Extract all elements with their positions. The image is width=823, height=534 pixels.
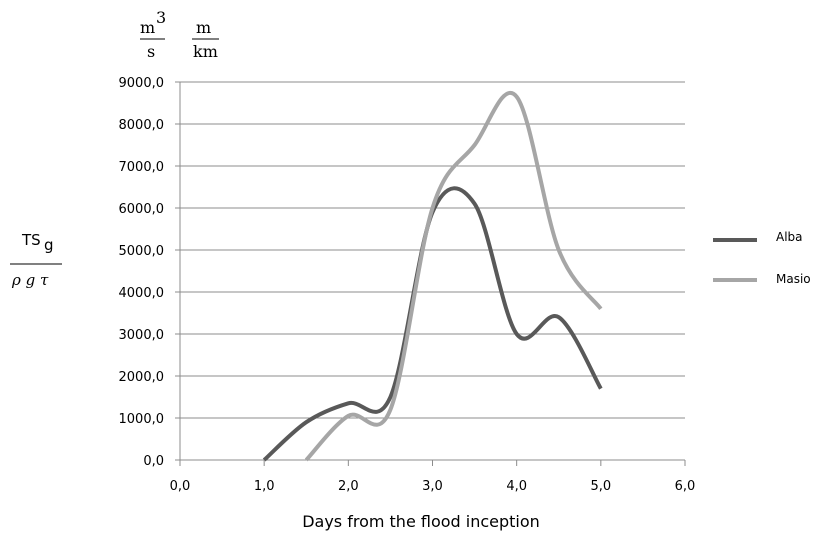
x-axis-title: Days from the flood inception [302,512,540,531]
grid-lines [180,81,685,419]
legend-label-masio: Masio [776,272,811,286]
axes [175,81,686,466]
y-tick-label: 8000,0 [119,118,165,133]
y-tick-label: 5000,0 [119,244,165,259]
y-axis-title: TS g ρ g τ [10,231,62,289]
y-tick-label: 2000,0 [119,370,165,385]
y-tick-label: 7000,0 [119,160,165,175]
y-tick-label: 1000,0 [119,412,165,427]
x-tick-label: 6,0 [675,479,696,494]
x-tick-label: 3,0 [422,479,443,494]
y-tick-label: 3000,0 [119,328,165,343]
unit-s-denominator: s [147,42,155,61]
unit-m-numerator: m [196,18,211,37]
x-tick-label: 2,0 [338,479,359,494]
x-tick-label: 5,0 [590,479,611,494]
legend: Alba Masio [713,230,811,286]
series-line-masio [304,91,603,462]
unit-m3-numerator: m [140,18,155,37]
x-tick-labels: 0,0 1,0 2,0 3,0 4,0 5,0 6,0 [170,479,696,494]
ylabel-numerator-subscript: g [44,236,54,254]
legend-label-alba: Alba [776,230,803,244]
ylabel-numerator: TS [21,231,41,249]
unit-km-denominator: km [193,42,218,61]
x-tick-label: 0,0 [170,479,191,494]
y-tick-label: 9000,0 [119,76,165,91]
unit-m3-superscript: 3 [156,8,166,27]
x-tick-label: 4,0 [506,479,527,494]
series-lines [262,91,603,462]
x-tick-label: 1,0 [254,479,275,494]
y-tick-label: 6000,0 [119,202,165,217]
y-tick-labels: 0,0 1000,0 2000,0 3000,0 4000,0 5000,0 6000,0 7… [119,76,165,469]
y-tick-label: 4000,0 [119,286,165,301]
ylabel-denominator: ρ g τ [11,271,49,289]
y-tick-label: 0,0 [143,454,164,469]
y-units: m 3 s m km [140,8,219,61]
